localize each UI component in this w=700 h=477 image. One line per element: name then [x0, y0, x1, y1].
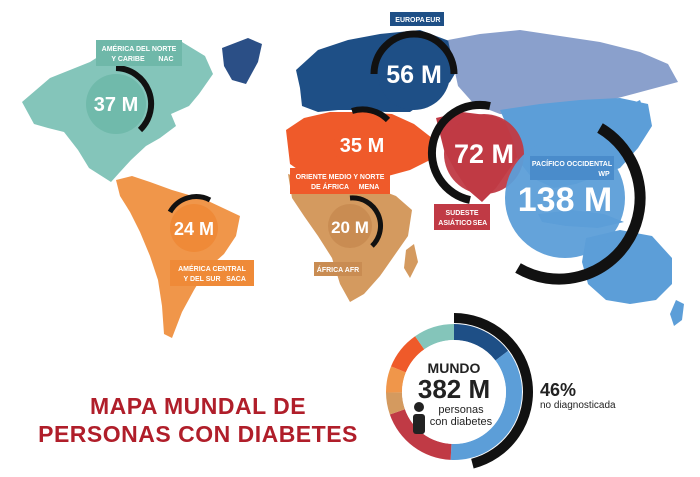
region-arc [349, 195, 384, 248]
region-value: 138 M [518, 181, 613, 219]
land-japan [626, 100, 646, 134]
region-code: SACA [226, 276, 246, 283]
region-code: EUR [426, 17, 441, 24]
region-arc [167, 194, 212, 214]
region-label-line: Y CARIBE [111, 56, 145, 63]
region-bubble [328, 204, 372, 248]
region-value: 72 M [454, 139, 514, 169]
ring-segments [386, 324, 523, 460]
ring-segment-afr [386, 392, 405, 415]
region-label-line: ASIÁTICO [438, 218, 472, 227]
region-label-line: PACÍFICO OCCIDENTAL [532, 159, 613, 168]
label-sea: SUDESTE ASIÁTICO SEA [434, 204, 490, 230]
world-value: 382 M [418, 374, 490, 404]
ring-segment-mena [391, 336, 425, 373]
region-bubble [444, 114, 524, 194]
label-box-bg [170, 260, 254, 286]
ring-segment-nac [415, 324, 454, 350]
land-australia [582, 230, 672, 304]
region-nac: 37 M [86, 65, 155, 134]
region-code: SEA [473, 220, 487, 227]
region-bubble [378, 38, 450, 110]
region-value: 24 M [174, 219, 214, 239]
label-mena: ORIENTE MEDIO Y NORTE DE ÁFRICA MENA [290, 168, 390, 194]
world-ring-chart: MUNDO 382 M personas con diabetes [386, 313, 533, 469]
undiagnosed-stat: 46% no diagnosticada [540, 380, 616, 412]
label-box-bg [96, 40, 182, 66]
label-wp: PACÍFICO OCCIDENTAL WP [530, 156, 614, 180]
ring-center [402, 340, 506, 444]
region-value: 35 M [340, 135, 384, 157]
region-mena: 35 M [334, 106, 391, 173]
ring-segment-wp [450, 350, 523, 460]
region-label-line: ORIENTE MEDIO Y NORTE [296, 174, 385, 181]
undiagnosed-percentage: 46% [540, 380, 577, 400]
land-greenland [222, 38, 262, 84]
label-box-bg [314, 262, 362, 276]
title-line2: PERSONAS CON DIABETES [38, 421, 358, 447]
region-arc [427, 100, 491, 204]
label-afr: ÁFRICA AFR [314, 262, 362, 276]
label-box-bg [290, 168, 390, 194]
title-line1: MAPA MUNDAL DE [89, 393, 307, 419]
label-saca: AMÉRICA CENTRAL Y DEL SUR SACA [170, 260, 254, 286]
region-code: MENA [359, 184, 380, 191]
label-box-bg [530, 156, 614, 180]
region-code: AFR [345, 267, 359, 274]
region-label-line: EUROPA [395, 17, 424, 24]
region-afr: 20 M [328, 195, 384, 248]
region-label-line: Y DEL SUR [183, 276, 220, 283]
person-icon [413, 402, 425, 434]
page-title: MAPA MUNDAL DE PERSONAS CON DIABETES [18, 392, 378, 448]
label-eur: EUROPA EUR [390, 12, 444, 26]
region-arc [351, 106, 391, 123]
region-label-line: DE ÁFRICA [311, 182, 349, 191]
region-eur: 56 M [370, 30, 458, 110]
region-label-line: AMÉRICA CENTRAL [178, 264, 247, 273]
ring-segment-eur [454, 324, 509, 361]
region-code: WP [598, 171, 610, 178]
ring-segment-sea [389, 409, 452, 460]
region-label-line: AMÉRICA DEL NORTE [102, 44, 177, 53]
region-bubble [334, 117, 390, 173]
world-caption-line1: personas [438, 404, 484, 416]
undiagnosed-label: no diagnosticada [540, 400, 616, 411]
region-bubble [170, 204, 218, 252]
region-arc [115, 65, 155, 133]
label-box-bg [434, 204, 490, 230]
region-value: 56 M [386, 61, 442, 89]
region-value: 37 M [94, 94, 138, 116]
land-madagascar [404, 244, 418, 278]
ring-segment-saca [386, 366, 406, 393]
land-north-asia [448, 30, 678, 116]
land-new-zealand [670, 300, 684, 326]
region-label-line: ÁFRICA [317, 265, 343, 274]
region-bubble [86, 74, 146, 134]
region-code: NAC [158, 56, 173, 63]
region-saca: 24 M [167, 194, 218, 252]
region-arc [515, 123, 646, 285]
region-arc [370, 30, 458, 75]
world-caption-line2: con diabetes [430, 416, 493, 428]
region-label-line: SUDESTE [445, 210, 478, 217]
region-sea: 72 M [427, 100, 524, 204]
world-heading: MUNDO [428, 360, 481, 376]
label-nac: AMÉRICA DEL NORTE Y CARIBE NAC [96, 40, 182, 66]
undiagnosed-arc [453, 313, 533, 469]
region-value: 20 M [331, 218, 369, 237]
label-box-bg [390, 12, 444, 26]
